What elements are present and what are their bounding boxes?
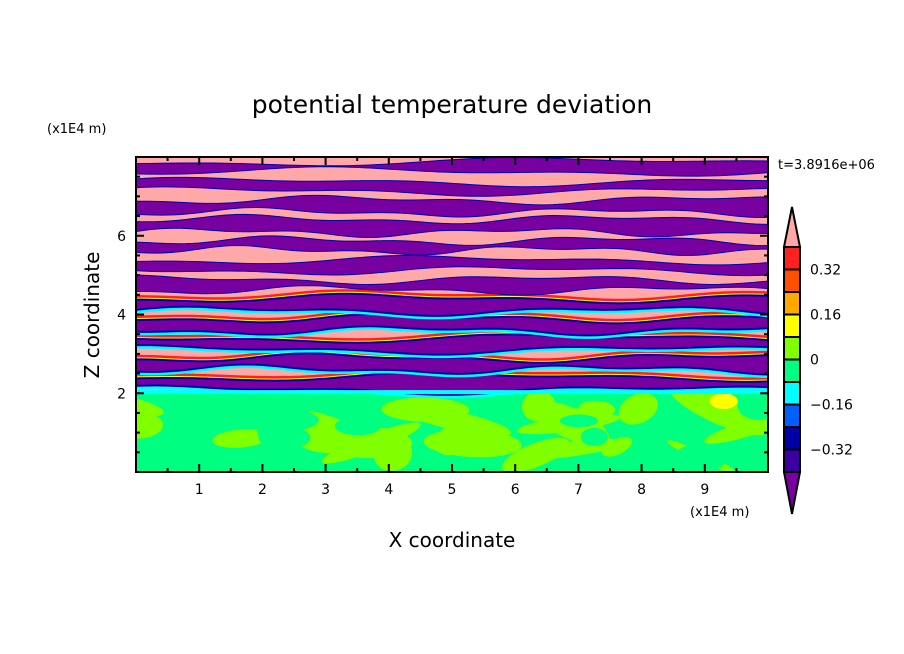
- y-tick-label: 4: [117, 308, 126, 324]
- contour-edge: [136, 390, 768, 395]
- colorbar-box: [783, 246, 801, 271]
- contour-edge: [136, 345, 768, 359]
- x-tick-label: 8: [637, 482, 646, 498]
- contour-patch: [618, 393, 658, 425]
- contour-band: [136, 194, 768, 218]
- contour-patch: [212, 429, 269, 448]
- contour-patch: [704, 413, 768, 444]
- x-tick-label: 9: [700, 482, 709, 498]
- contour-band: [136, 333, 768, 356]
- y-tick-label: 6: [117, 229, 126, 245]
- colorbar-under-triangle: [782, 471, 802, 515]
- contour-patch: [674, 443, 727, 472]
- contour-patch: [578, 400, 616, 417]
- x-tick-label: 1: [195, 482, 204, 498]
- chart-title: potential temperature deviation: [252, 90, 652, 119]
- colorbar-box: [783, 426, 801, 451]
- colorbar-box: [783, 291, 801, 316]
- colorbar-box: [783, 403, 801, 428]
- contour-edge: [136, 364, 768, 378]
- contour-edge: [136, 326, 768, 339]
- colorbar-label: 0: [810, 353, 819, 369]
- x-tick-label: 2: [258, 482, 267, 498]
- contour-edge: [136, 307, 768, 320]
- colorbar: 0.32 0.16 0 −0.16 −0.32: [782, 206, 853, 515]
- x-axis-label: X coordinate: [389, 528, 516, 552]
- colorbar-box: [783, 448, 801, 473]
- colorbar-box: [783, 381, 801, 406]
- contour-band: [136, 254, 768, 277]
- colorbar-label: 0.16: [810, 308, 841, 324]
- contour-band: [136, 235, 768, 256]
- x-tick-label: 3: [321, 482, 330, 498]
- contour-band: [136, 371, 768, 396]
- x-tick-label: 5: [448, 482, 457, 498]
- contour-band: [136, 176, 768, 197]
- contour-field: [136, 157, 768, 472]
- contour-patch: [266, 410, 319, 431]
- contour-band: [136, 213, 768, 238]
- x-unit-label: (x1E4 m): [690, 505, 749, 520]
- contour-patch: [334, 416, 382, 436]
- contour-band: [136, 292, 768, 317]
- axes: 1 2 3 4 5 6 7 8 9 2 4 6: [117, 156, 769, 498]
- colorbar-box: [783, 358, 801, 383]
- contour-patch: [521, 390, 556, 422]
- colorbar-over-triangle: [782, 206, 802, 248]
- colorbar-label: −0.16: [810, 398, 853, 414]
- contour-patch: [374, 437, 413, 472]
- y-tick-label: 2: [117, 386, 126, 402]
- contour-patch: [193, 396, 219, 423]
- colorbar-box: [783, 313, 801, 338]
- colorbar-label: 0.32: [810, 263, 841, 279]
- y-unit-label: (x1E4 m): [47, 122, 106, 137]
- x-tick-label: 7: [574, 482, 583, 498]
- contour-patch: [737, 390, 768, 421]
- contour-patch: [559, 414, 598, 428]
- contour-band: [136, 313, 768, 337]
- contour-edge: [136, 289, 768, 302]
- colorbar-label: −0.32: [810, 443, 853, 459]
- x-tick-label: 4: [384, 482, 393, 498]
- time-label: t=3.8916e+06: [778, 158, 875, 173]
- contour-band: [136, 157, 768, 177]
- contour-patch: [136, 411, 164, 439]
- contour-patch: [580, 427, 608, 447]
- contour-band: [136, 274, 768, 296]
- colorbar-box: [783, 268, 801, 293]
- y-axis-label: Z coordinate: [80, 252, 104, 379]
- colorbar-box: [783, 336, 801, 361]
- x-tick-label: 6: [511, 482, 520, 498]
- contour-patch: [258, 426, 311, 450]
- contour-patch: [709, 393, 738, 410]
- contour-band: [136, 352, 768, 376]
- contour-patch: [399, 405, 512, 437]
